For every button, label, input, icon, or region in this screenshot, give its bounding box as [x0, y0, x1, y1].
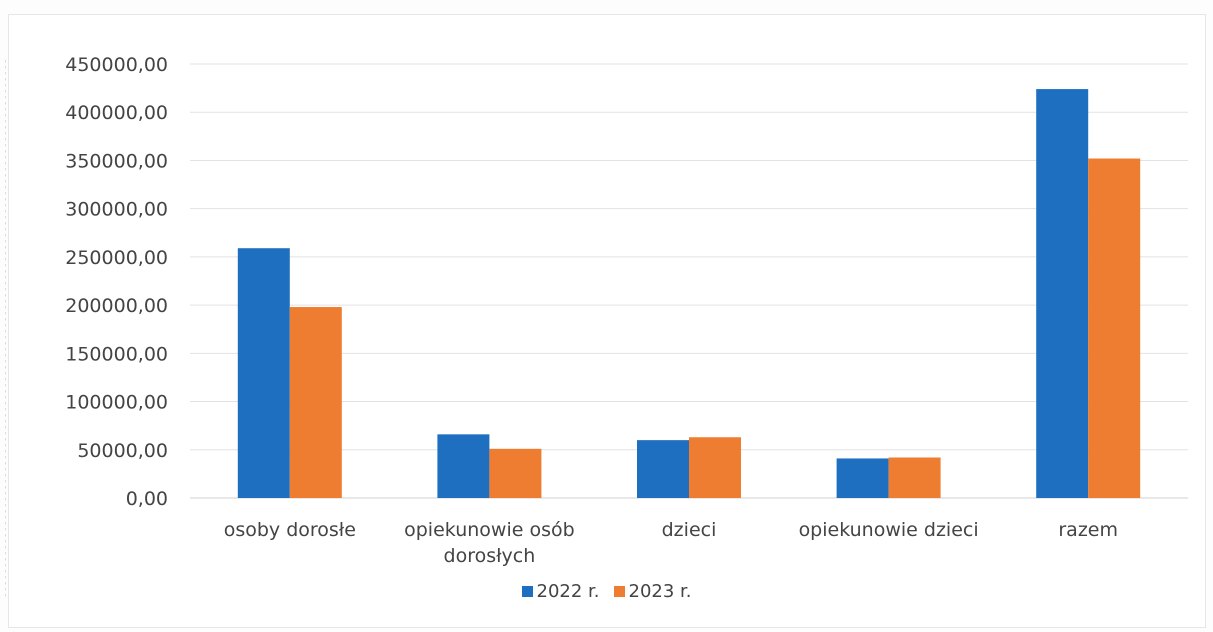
x-category-label: dzieci [662, 519, 717, 541]
x-category-label: osoby dorosłe [224, 519, 356, 541]
y-tick-label: 250000,00 [65, 247, 168, 269]
legend-item-2023: 2023 r. [613, 581, 692, 602]
legend-item-2022: 2022 r. [521, 581, 600, 602]
bar-2022-4 [1036, 89, 1089, 498]
bar-2022-3 [836, 458, 889, 498]
y-axis-ticks: 0,00 50000,00 100000,00 150000,00 200000,00 2… [65, 54, 168, 510]
bar-2023-1 [489, 448, 542, 498]
y-tick-label: 400000,00 [65, 102, 168, 124]
legend-label-2022: 2022 r. [536, 581, 600, 602]
y-tick-label: 450000,00 [65, 54, 168, 76]
y-tick-label: 150000,00 [65, 343, 168, 365]
bar-2023-3 [888, 457, 941, 498]
bar-2022-1 [437, 434, 490, 498]
y-tick-label: 350000,00 [65, 150, 168, 172]
bar-2023-2 [689, 437, 741, 498]
y-tick-label: 0,00 [126, 488, 168, 510]
bar-2023-0 [289, 307, 342, 498]
x-category-label: razem [1058, 519, 1118, 541]
bar-2022-0 [237, 248, 290, 498]
scan-artifact [5, 60, 6, 600]
bar-2023-4 [1088, 158, 1141, 498]
x-axis-labels: osoby dorosłe opiekunowie osób dorosłych dz… [224, 519, 1118, 567]
chart-frame [8, 14, 1206, 628]
legend-swatch-2022 [521, 586, 533, 597]
y-tick-label: 50000,00 [77, 440, 168, 462]
bar-2022-2 [637, 440, 689, 498]
y-tick-label: 200000,00 [65, 295, 168, 317]
legend-label-2023: 2023 r. [628, 581, 692, 602]
bars [237, 89, 1141, 498]
legend: 2022 r. 2023 r. [0, 581, 1213, 602]
y-tick-label: 100000,00 [65, 392, 168, 414]
y-tick-label: 300000,00 [65, 199, 168, 221]
legend-swatch-2023 [613, 586, 625, 597]
x-category-label: opiekunowie dzieci [799, 519, 979, 541]
x-category-label: opiekunowie osób dorosłych [404, 519, 575, 567]
